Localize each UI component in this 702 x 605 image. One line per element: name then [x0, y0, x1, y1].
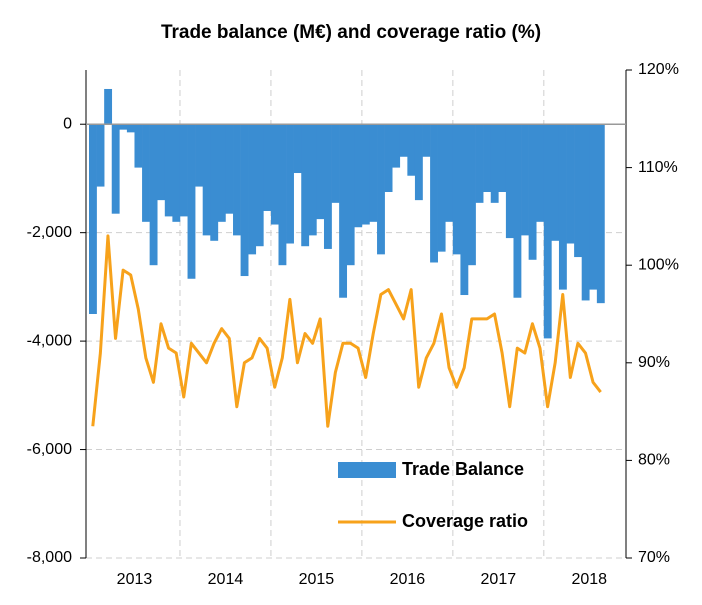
bar	[581, 124, 590, 301]
bar	[551, 124, 560, 241]
bar	[452, 124, 461, 255]
bar	[377, 124, 385, 255]
bar	[369, 124, 378, 222]
bar	[255, 124, 264, 247]
bar	[316, 124, 325, 220]
legend-swatch	[338, 462, 396, 478]
bar	[270, 124, 279, 225]
y2-tick-label: 110%	[638, 159, 678, 176]
bar	[111, 124, 120, 214]
bar	[331, 124, 340, 203]
bar	[240, 124, 249, 277]
bar	[210, 124, 219, 241]
bar	[278, 124, 287, 266]
bar	[96, 124, 105, 187]
legend-label: Coverage ratio	[402, 511, 528, 531]
bar	[574, 124, 582, 258]
bar	[384, 124, 393, 192]
bar	[149, 124, 158, 266]
bar	[157, 124, 166, 201]
bar	[498, 124, 507, 192]
bar	[566, 124, 575, 244]
bar	[437, 124, 446, 252]
bar	[399, 124, 408, 157]
bar	[323, 124, 332, 249]
bar	[430, 124, 438, 263]
bar	[142, 124, 150, 222]
bar	[528, 124, 537, 260]
bar	[392, 124, 401, 168]
bar	[104, 88, 113, 125]
x-tick-label: 2018	[571, 571, 607, 588]
bar	[225, 124, 234, 214]
bar	[339, 124, 348, 298]
bar	[126, 124, 135, 133]
bar	[301, 124, 310, 247]
bar	[460, 124, 469, 296]
bar	[475, 124, 484, 203]
bar	[414, 124, 423, 201]
bar	[543, 124, 552, 339]
bar	[596, 124, 605, 304]
bar	[119, 124, 128, 130]
bar	[134, 124, 143, 168]
x-tick-label: 2017	[481, 571, 517, 588]
bar	[505, 124, 514, 239]
bar	[187, 124, 196, 279]
bar	[164, 124, 173, 217]
x-tick-label: 2016	[390, 571, 426, 588]
bar	[233, 124, 241, 236]
bar	[445, 124, 454, 222]
bar	[308, 124, 317, 236]
legend-label: Trade Balance	[402, 459, 524, 479]
y2-tick-label: 120%	[638, 61, 679, 78]
bar	[89, 124, 97, 314]
y2-tick-label: 70%	[638, 549, 670, 566]
y-tick-label: -4,000	[27, 332, 72, 349]
bar	[202, 124, 211, 236]
bar	[521, 124, 529, 236]
bar	[558, 124, 567, 290]
bar	[354, 124, 363, 228]
y-tick-label: 0	[63, 115, 72, 132]
x-tick-label: 2015	[299, 571, 335, 588]
bar	[483, 124, 492, 192]
bar	[217, 124, 226, 222]
bar	[263, 124, 272, 211]
bar	[536, 124, 545, 222]
y2-tick-label: 80%	[638, 452, 670, 469]
y-tick-label: -6,000	[27, 441, 72, 458]
x-tick-label: 2013	[117, 571, 153, 588]
y2-tick-label: 90%	[638, 354, 670, 371]
bar	[407, 124, 416, 176]
bar	[286, 124, 294, 244]
bar	[589, 124, 598, 290]
line	[91, 234, 602, 428]
bar	[248, 124, 257, 255]
x-tick-label: 2014	[208, 571, 244, 588]
bar	[513, 124, 522, 298]
bar	[490, 124, 499, 203]
y-tick-label: -8,000	[27, 549, 72, 566]
bar	[361, 124, 370, 225]
bar	[346, 124, 355, 266]
y-tick-label: -2,000	[27, 224, 72, 241]
bar	[179, 124, 188, 217]
bar	[195, 124, 203, 187]
bar	[468, 124, 476, 266]
bar	[293, 124, 302, 174]
y2-tick-label: 100%	[638, 256, 679, 273]
bar	[172, 124, 181, 222]
bar	[422, 124, 431, 157]
chart-title: Trade balance (M€) and coverage ratio (%…	[161, 22, 541, 43]
